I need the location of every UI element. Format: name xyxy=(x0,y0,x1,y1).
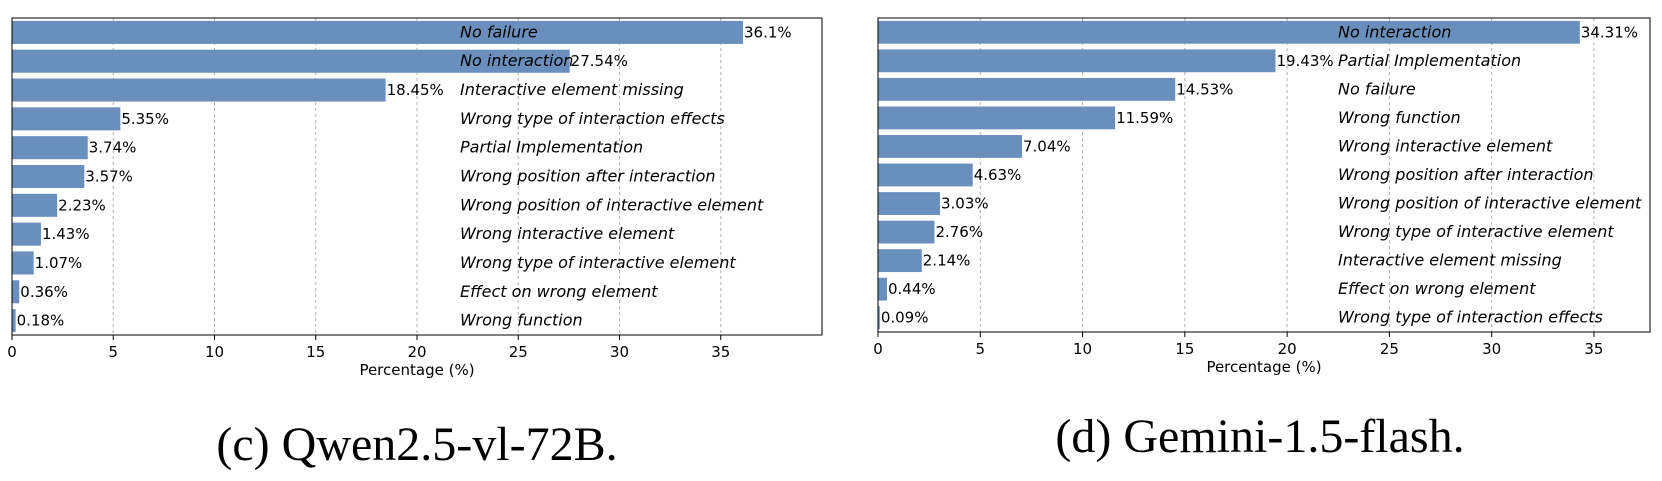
chart-panel-qwen: 36.1% No failure 27.54%No interaction 18.45… xyxy=(7,17,823,471)
value-label: 0.09% xyxy=(881,309,929,327)
value-label: 2.23% xyxy=(58,196,106,214)
category-label: Wrong position of interactive element xyxy=(460,195,764,214)
category-label: Wrong function xyxy=(460,311,583,330)
value-label: 3.57% xyxy=(85,168,133,186)
value-label: 5.35% xyxy=(121,110,169,128)
category-label: Wrong position after interaction xyxy=(460,167,716,186)
category-label: Wrong interactive element xyxy=(460,224,675,243)
x-tick-label: 35 xyxy=(1584,340,1603,358)
x-tick-label: 15 xyxy=(306,343,325,361)
x-tick-label: 25 xyxy=(1380,340,1399,358)
value-label: 7.04% xyxy=(1023,137,1071,155)
value-label: 1.07% xyxy=(35,254,83,272)
x-axis-label: Percentage (%) xyxy=(359,361,474,379)
bar xyxy=(12,309,16,333)
category-label: Wrong type of interaction effects xyxy=(460,109,725,128)
category-label: No failure xyxy=(1338,79,1416,98)
bar xyxy=(12,49,570,73)
value-label: 4.63% xyxy=(974,166,1022,184)
value-label: 11.59% xyxy=(1116,109,1173,127)
x-tick-label: 10 xyxy=(1073,340,1092,358)
bar xyxy=(12,136,88,160)
category-label: Partial Implementation xyxy=(1338,51,1521,70)
category-label: Wrong interactive element xyxy=(1338,136,1553,155)
value-label: 1.43% xyxy=(42,225,90,243)
category-label: Wrong type of interactive element xyxy=(1338,222,1614,241)
category-label: Wrong function xyxy=(1338,108,1461,127)
category-label: Effect on wrong element xyxy=(460,282,658,301)
bar xyxy=(878,20,1580,44)
figure-caption: (c) Qwen2.5-vl-72B. xyxy=(216,418,617,471)
x-tick-label: 30 xyxy=(1482,340,1501,358)
value-label: 0.44% xyxy=(888,280,936,298)
bar xyxy=(878,49,1276,73)
value-label: 2.14% xyxy=(923,252,971,270)
category-label: Wrong type of interactive element xyxy=(460,253,736,272)
x-tick-label: 0 xyxy=(873,340,883,358)
x-tick-label: 35 xyxy=(711,343,730,361)
figure-caption: (d) Gemini-1.5-flash. xyxy=(1055,410,1464,463)
x-tick-label: 0 xyxy=(7,343,17,361)
value-label: 2.76% xyxy=(935,223,983,241)
chart-panel-gemini: 34.31% No interaction 19.43% Partial Implem… xyxy=(873,17,1651,463)
bar xyxy=(878,135,1023,158)
value-label: 19.43% xyxy=(1276,52,1333,70)
bar xyxy=(878,220,935,244)
bar xyxy=(12,193,58,217)
value-label: 27.54% xyxy=(571,52,628,70)
category-label: No interaction xyxy=(460,51,573,70)
value-label: 0.36% xyxy=(20,283,68,301)
bar xyxy=(12,222,41,246)
x-tick-label: 25 xyxy=(509,343,528,361)
value-label: 0.18% xyxy=(17,312,65,330)
bar xyxy=(878,306,880,330)
bar xyxy=(878,277,888,301)
bar xyxy=(878,192,940,215)
bar xyxy=(12,251,34,275)
bar xyxy=(878,163,973,187)
x-tick-label: 5 xyxy=(976,340,986,358)
bar xyxy=(878,77,1176,101)
value-label: 36.1% xyxy=(744,23,792,41)
category-label: No failure xyxy=(460,22,538,41)
category-label: No interaction xyxy=(1338,22,1451,41)
x-tick-label: 15 xyxy=(1175,340,1194,358)
x-axis-label: Percentage (%) xyxy=(1206,358,1321,376)
value-label: 14.53% xyxy=(1176,80,1233,98)
x-tick-label: 5 xyxy=(108,343,118,361)
x-tick-label: 20 xyxy=(407,343,426,361)
x-tick-label: 30 xyxy=(610,343,629,361)
value-label: 3.74% xyxy=(89,139,137,157)
category-label: Wrong position of interactive element xyxy=(1338,194,1642,213)
category-label: Interactive element missing xyxy=(460,80,684,99)
bar xyxy=(12,20,744,44)
category-label: Interactive element missing xyxy=(1338,251,1562,270)
plot-frame xyxy=(877,17,1651,333)
category-label: Effect on wrong element xyxy=(1338,279,1536,298)
bar xyxy=(12,107,121,131)
value-label: 3.03% xyxy=(941,195,989,213)
value-label: 18.45% xyxy=(387,81,444,99)
category-label: Wrong type of interaction effects xyxy=(1338,308,1603,327)
x-tick-label: 10 xyxy=(205,343,224,361)
bar xyxy=(12,280,20,304)
bar xyxy=(12,78,386,102)
bar xyxy=(878,106,1116,130)
bar xyxy=(12,164,85,189)
category-label: Partial Implementation xyxy=(460,138,643,157)
bar xyxy=(878,249,922,273)
value-label: 34.31% xyxy=(1581,23,1638,41)
x-tick-label: 20 xyxy=(1278,340,1297,358)
category-label: Wrong position after interaction xyxy=(1338,165,1594,184)
